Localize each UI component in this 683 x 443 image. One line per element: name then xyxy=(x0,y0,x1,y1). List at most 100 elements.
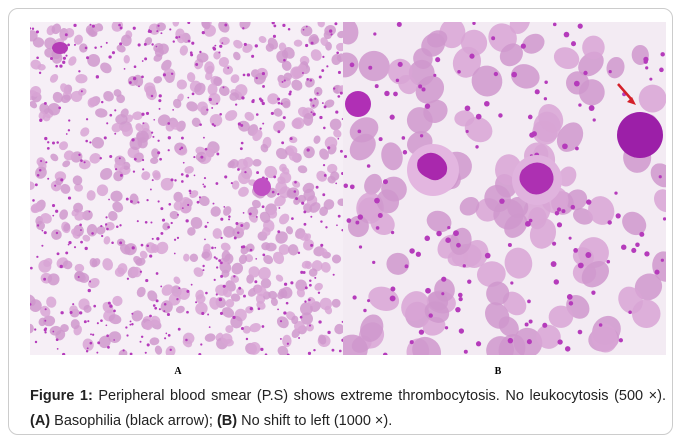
red-cell xyxy=(251,199,261,209)
red-cell xyxy=(82,338,94,351)
red-cell xyxy=(297,165,308,174)
platelet xyxy=(36,224,40,227)
platelet xyxy=(173,238,177,241)
platelet xyxy=(259,127,262,130)
red-cell xyxy=(581,261,609,288)
red-cell xyxy=(195,302,208,315)
platelet xyxy=(228,215,231,218)
red-cell xyxy=(86,224,98,237)
nucleus xyxy=(417,152,448,181)
platelet xyxy=(85,350,89,353)
red-cell xyxy=(316,170,328,182)
platelet xyxy=(205,291,208,295)
platelet xyxy=(310,215,313,218)
platelet xyxy=(187,22,191,25)
platelet xyxy=(644,251,650,257)
platelet xyxy=(211,123,215,126)
platelet xyxy=(583,70,588,76)
platelet xyxy=(30,303,32,306)
red-cell xyxy=(464,116,493,143)
platelet xyxy=(154,306,158,310)
platelet xyxy=(424,103,431,109)
red-cell xyxy=(319,248,328,257)
red-cell xyxy=(218,57,230,67)
platelet xyxy=(155,272,159,275)
red-cell xyxy=(233,51,241,61)
red-cell xyxy=(75,73,88,84)
red-cell xyxy=(572,247,594,267)
red-cell xyxy=(272,251,285,265)
platelet xyxy=(251,54,255,58)
platelet xyxy=(331,348,335,352)
platelet xyxy=(114,109,117,112)
red-cell xyxy=(96,225,106,235)
red-cell xyxy=(273,120,286,132)
platelet xyxy=(339,149,343,153)
platelet xyxy=(137,43,141,47)
platelet xyxy=(606,259,611,264)
platelet xyxy=(215,266,219,269)
platelet xyxy=(306,148,310,152)
platelet xyxy=(382,179,388,185)
platelet xyxy=(176,236,180,240)
platelet xyxy=(424,235,431,242)
platelet xyxy=(190,53,194,57)
platelet xyxy=(119,173,123,177)
platelet xyxy=(315,185,319,189)
platelet xyxy=(43,231,47,235)
platelet xyxy=(645,66,649,70)
red-cell xyxy=(91,137,105,149)
red-cell xyxy=(300,312,313,325)
platelet xyxy=(635,242,640,248)
platelet xyxy=(242,73,246,77)
platelet xyxy=(372,260,376,265)
platelet xyxy=(243,294,246,298)
red-cell xyxy=(237,120,250,132)
platelet xyxy=(528,218,533,223)
red-cell xyxy=(336,53,343,63)
red-cell xyxy=(43,258,53,267)
platelet xyxy=(144,220,148,224)
platelet xyxy=(586,199,592,205)
red-cell xyxy=(412,336,442,355)
platelet xyxy=(62,352,66,355)
platelet xyxy=(573,248,578,253)
red-cell xyxy=(476,261,506,287)
red-cell xyxy=(169,120,181,130)
platelet xyxy=(125,326,128,329)
platelet xyxy=(271,190,275,194)
platelet xyxy=(227,66,230,69)
platelet xyxy=(529,132,535,138)
red-cell xyxy=(221,250,231,262)
platelet xyxy=(152,304,156,307)
platelet xyxy=(163,310,166,313)
platelet xyxy=(660,258,664,262)
platelet xyxy=(165,332,168,335)
red-cell xyxy=(60,183,71,194)
platelet xyxy=(141,158,145,162)
platelet xyxy=(444,326,449,330)
platelet xyxy=(186,289,190,293)
platelet xyxy=(204,147,208,151)
platelet xyxy=(255,215,258,218)
platelet xyxy=(224,175,228,179)
red-cell xyxy=(230,293,241,302)
platelet xyxy=(161,218,166,222)
arrow xyxy=(617,83,633,101)
platelet xyxy=(447,225,451,230)
red-cell xyxy=(293,320,305,332)
caption-text: Basophilia (black arrow); xyxy=(50,413,217,429)
panel-label: B xyxy=(495,366,502,377)
platelet xyxy=(116,225,119,229)
platelet xyxy=(335,182,338,185)
platelet xyxy=(94,46,97,50)
platelet xyxy=(334,22,338,26)
platelet xyxy=(141,75,144,79)
red-cell xyxy=(276,316,289,329)
red-cell xyxy=(222,65,234,75)
platelet xyxy=(44,136,48,141)
red-cell xyxy=(238,186,249,197)
red-cell xyxy=(96,184,109,197)
red-cell xyxy=(116,44,126,53)
red-cell xyxy=(157,114,171,126)
